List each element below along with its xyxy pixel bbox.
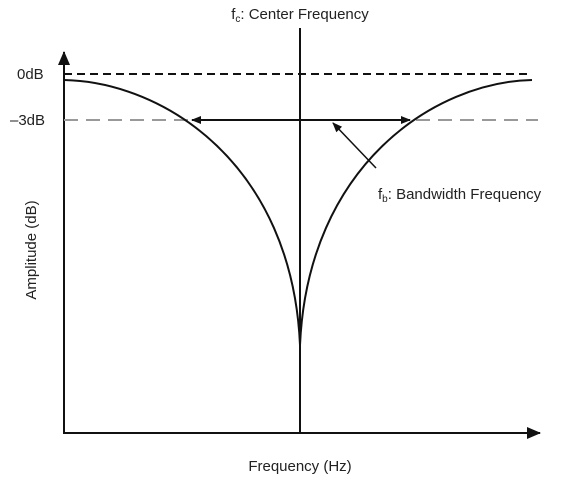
annotation-pointer xyxy=(332,122,377,169)
label-part: : Center Frequency xyxy=(240,6,369,23)
label-part: f xyxy=(231,6,236,23)
label-part: : Bandwidth Frequency xyxy=(388,186,542,203)
minus3-db-label: –3dB xyxy=(10,112,45,129)
label-part: f xyxy=(378,186,383,203)
response-curve-right xyxy=(299,79,533,346)
x-axis-label: Frequency (Hz) xyxy=(248,458,351,475)
center-frequency-label: fc: Center Frequency xyxy=(231,6,369,25)
response-curve-left xyxy=(63,79,301,346)
zero-db-label: 0dB xyxy=(17,66,44,83)
label-part: b xyxy=(382,194,388,205)
y-axis-label: Amplitude (dB) xyxy=(23,200,40,299)
label-part: c xyxy=(235,14,240,25)
bandwidth-frequency-label: fb: Bandwidth Frequency xyxy=(378,186,542,205)
